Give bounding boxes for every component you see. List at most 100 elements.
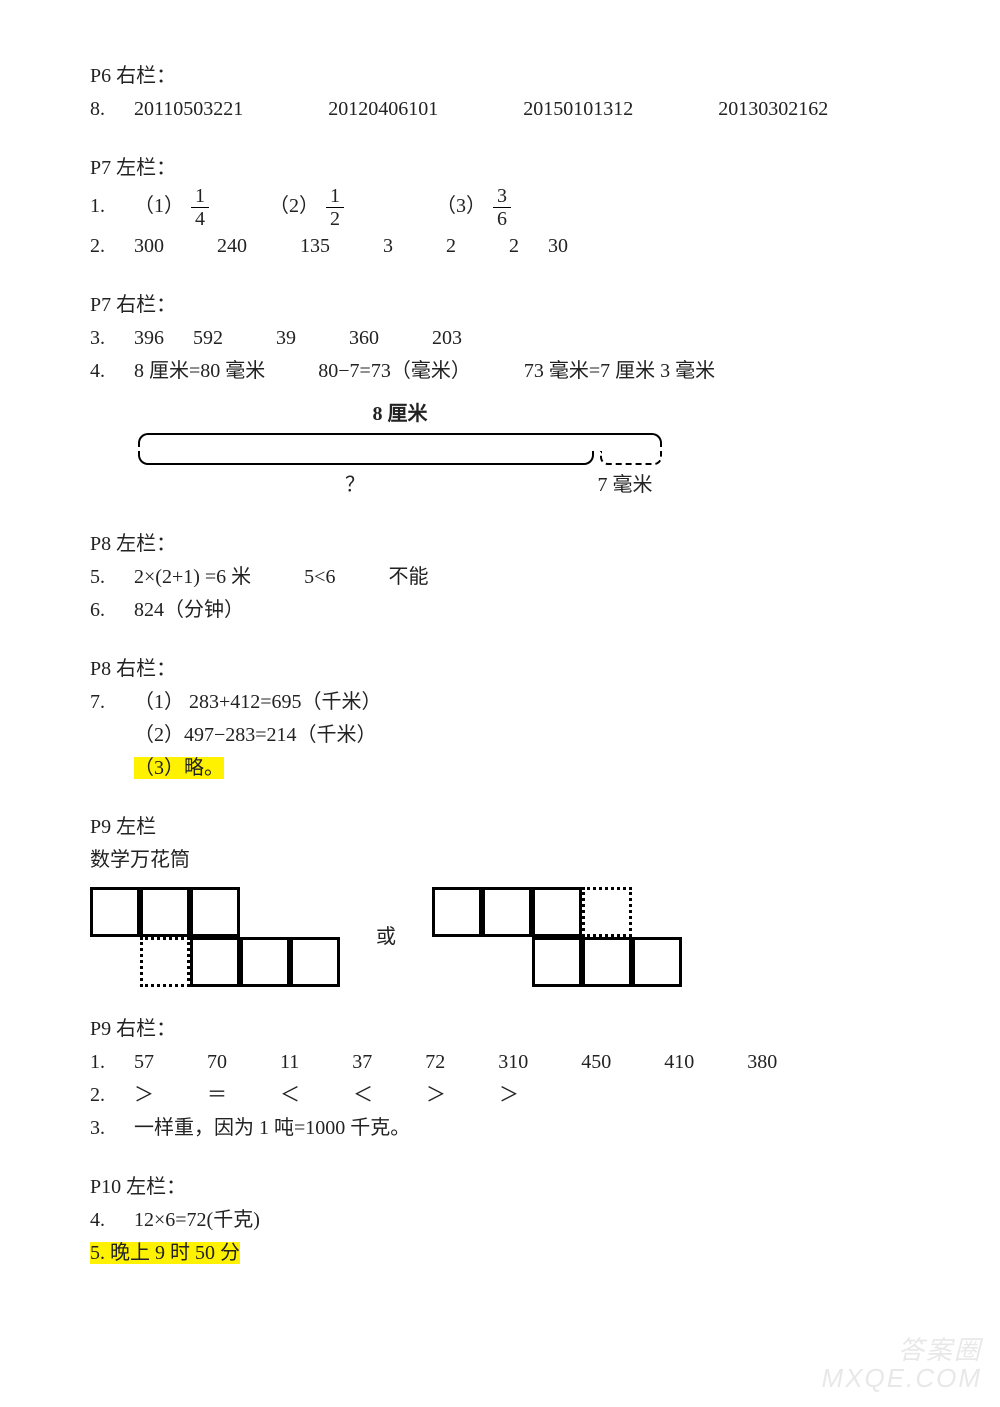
q7-row2: （2）497−283=214（千米）: [90, 719, 910, 752]
brace-small: [600, 451, 662, 465]
q3-v: 39: [276, 327, 296, 349]
q3-prefix: 3.: [90, 327, 105, 349]
q1-v: 310: [498, 1051, 528, 1073]
q2-v: ＞: [499, 1084, 519, 1106]
q1-v: 72: [425, 1051, 445, 1073]
q7-1: （1） 283+412=695（千米）: [134, 691, 382, 713]
q1-v: 11: [280, 1051, 299, 1073]
tetromino-cell: [532, 887, 582, 937]
q6-text: 824（分钟）: [134, 599, 244, 621]
q8-prefix: 8.: [90, 98, 105, 120]
tetromino-row: 或: [90, 887, 910, 987]
q2-row: 2. ＞ ＝ ＜ ＜ ＞ ＞: [90, 1079, 910, 1112]
length-diagram: 8 厘米 ？ 7 毫米: [130, 398, 670, 502]
q3-v: 592: [193, 327, 223, 349]
q2-v: 300: [134, 235, 164, 257]
brace-right-label: 7 毫米: [580, 469, 670, 502]
section-p7-left: P7 左栏： 1. （1） 14 （2） 12 （3） 36 2. 300 24…: [90, 152, 910, 263]
q4-prefix: 4.: [90, 1209, 105, 1231]
fraction: 12: [326, 185, 344, 230]
q8-v0: 20110503221: [134, 98, 243, 120]
q1-v: 410: [664, 1051, 694, 1073]
tetromino-cell: [532, 937, 582, 987]
tetromino-cell: [482, 887, 532, 937]
q2-v: ＝: [207, 1084, 227, 1106]
fraction: 14: [191, 185, 209, 230]
q8-v3: 20130302162: [718, 98, 828, 120]
q3-row: 3. 396 592 39 360 203: [90, 322, 910, 355]
q7-3: （3）略。: [134, 757, 224, 779]
q1-part1-label: （1）: [134, 195, 184, 217]
watermark: 答案圈 MXQE.COM: [822, 1336, 982, 1393]
q2-v: 135: [300, 235, 330, 257]
q2-v: 2: [446, 235, 456, 257]
q1-part2-label: （2）: [269, 195, 319, 217]
section-label: P9 右栏：: [90, 1013, 910, 1046]
watermark-l1: 答案圈: [822, 1336, 982, 1365]
section-sub: 数学万花筒: [90, 844, 910, 877]
brace-top-label: 8 厘米: [130, 398, 670, 431]
q3-row: 3. 一样重，因为 1 吨=1000 千克。: [90, 1112, 910, 1145]
q1-v: 450: [581, 1051, 611, 1073]
q1-row: 1. 57 70 11 37 72 310 450 410 380: [90, 1046, 910, 1079]
q4-prefix: 4.: [90, 360, 105, 382]
section-label: P9 左栏: [90, 811, 910, 844]
tetromino-cell: [190, 887, 240, 937]
section-label: P10 左栏：: [90, 1171, 910, 1204]
section-label: P8 左栏：: [90, 528, 910, 561]
q5-prefix: 5.: [90, 566, 105, 588]
section-p8-right: P8 右栏： 7. （1） 283+412=695（千米） （2）497−283…: [90, 653, 910, 785]
section-p7-right: P7 右栏： 3. 396 592 39 360 203 4. 8 厘米=80 …: [90, 289, 910, 502]
q2-v: 240: [217, 235, 247, 257]
q4-p: 73 毫米=7 厘米 3 毫米: [524, 360, 715, 382]
brace-top: [138, 433, 662, 447]
tetromino-cell: [582, 937, 632, 987]
section-label: P7 右栏：: [90, 289, 910, 322]
q4-row: 4. 8 厘米=80 毫米 80−7=73（毫米） 73 毫米=7 厘米 3 毫…: [90, 355, 910, 388]
tetromino-cell: [432, 887, 482, 937]
q1-v: 37: [352, 1051, 372, 1073]
q1-part3-label: （3）: [436, 195, 486, 217]
tetromino-cell: [90, 887, 140, 937]
tetromino-cell: [290, 937, 340, 987]
fraction: 36: [493, 185, 511, 230]
frac-num: 1: [326, 185, 344, 208]
q8-row: 8. 20110503221 20120406101 20150101312 2…: [90, 93, 910, 126]
q5-row: 5. 晚上 9 时 50 分: [90, 1237, 910, 1270]
q6-row: 6. 824（分钟）: [90, 594, 910, 627]
tetromino-cell: [140, 887, 190, 937]
q8-v2: 20150101312: [523, 98, 633, 120]
q1-v: 57: [134, 1051, 154, 1073]
q7-prefix: 7.: [90, 691, 105, 713]
q4-row: 4. 12×6=72(千克): [90, 1204, 910, 1237]
q2-v: ＞: [426, 1084, 446, 1106]
q2-prefix: 2.: [90, 235, 105, 257]
or-label: 或: [376, 921, 396, 954]
q2-v: ＜: [280, 1084, 300, 1106]
tetromino-cell: [190, 937, 240, 987]
q4-text: 12×6=72(千克): [134, 1209, 260, 1231]
frac-num: 3: [493, 185, 511, 208]
q7-2: （2）497−283=214（千米）: [134, 724, 377, 746]
section-p8-left: P8 左栏： 5. 2×(2+1) =6 米 5<6 不能 6. 824（分钟）: [90, 528, 910, 627]
q2-prefix: 2.: [90, 1084, 105, 1106]
section-p6-right: P6 右栏： 8. 20110503221 20120406101 201501…: [90, 60, 910, 126]
q7-row3: （3）略。: [90, 752, 910, 785]
q2-v: 30: [548, 235, 568, 257]
q4-p: 80−7=73（毫米）: [318, 360, 471, 382]
section-label: P7 左栏：: [90, 152, 910, 185]
section-label: P6 右栏：: [90, 60, 910, 93]
q3-v: 360: [349, 327, 379, 349]
q5-row: 5. 2×(2+1) =6 米 5<6 不能: [90, 561, 910, 594]
q1-v: 70: [207, 1051, 227, 1073]
q3-text: 一样重，因为 1 吨=1000 千克。: [134, 1117, 410, 1139]
frac-num: 1: [191, 185, 209, 208]
watermark-l2: MXQE.COM: [822, 1364, 982, 1393]
q1-prefix: 1.: [90, 195, 105, 217]
section-label: P8 右栏：: [90, 653, 910, 686]
tetromino-cell: [140, 937, 190, 987]
q3-prefix: 3.: [90, 1117, 105, 1139]
section-p10-left: P10 左栏： 4. 12×6=72(千克) 5. 晚上 9 时 50 分: [90, 1171, 910, 1270]
q5-p: 2×(2+1) =6 米: [134, 566, 251, 588]
tetromino-b: [432, 887, 682, 987]
